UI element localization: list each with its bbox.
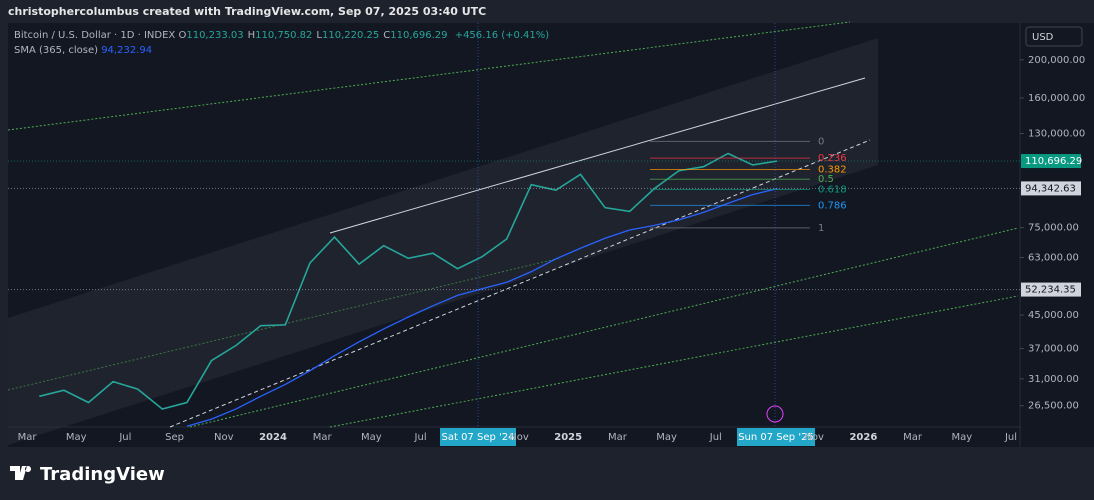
- price-label: 52,234.35: [1025, 285, 1076, 296]
- x-tick-label: Mar: [903, 432, 923, 443]
- x-tick-label: Jul: [414, 432, 427, 443]
- fib-label: 0: [818, 136, 824, 147]
- x-tick-label: Sep: [165, 432, 184, 443]
- ohlc-value: 110,750.82: [255, 30, 313, 41]
- symbol: Bitcoin / U.S. Dollar · 1D · INDEX: [14, 30, 176, 41]
- ohlc-key: H: [247, 30, 256, 41]
- currency: USD: [1032, 32, 1054, 43]
- x-tick-label: 2024: [259, 432, 287, 443]
- x-tick-label: Nov: [214, 432, 234, 443]
- y-tick-label: 45,000.00: [1028, 310, 1079, 321]
- x-tick-label: May: [361, 432, 382, 443]
- x-tick-label: Nov: [509, 432, 529, 443]
- y-tick-label: 160,000.00: [1028, 93, 1085, 104]
- brand: TradingView: [40, 464, 165, 485]
- logo: [10, 466, 32, 480]
- ohlc-key: O: [178, 30, 187, 41]
- ohlc-key: L: [316, 30, 322, 41]
- price-axis-bg: [1020, 23, 1094, 447]
- indicator-name: SMA (365, close): [14, 45, 98, 56]
- x-tick-label: Jul: [118, 432, 131, 443]
- series-line: [39, 152, 778, 410]
- x-tick-label: Mar: [313, 432, 333, 443]
- y-tick-label: 63,000.00: [1028, 253, 1079, 264]
- ohlc-value: 110,696.29: [390, 30, 448, 41]
- caption: christophercolumbus created with Trading…: [8, 5, 487, 18]
- trend-line: [189, 227, 1019, 428]
- change: +456.16 (+0.41%): [454, 30, 550, 41]
- price-label: 110,696.29: [1025, 156, 1082, 167]
- trend-line: [7, 257, 561, 391]
- ohlc-value: 110,233.03: [186, 30, 244, 41]
- crosshair-label: Sat 07 Sep '24: [442, 432, 515, 443]
- currency-button[interactable]: [1025, 26, 1083, 47]
- fib-label: 0.382: [818, 164, 847, 175]
- crosshair-label: Sun 07 Sep '25: [738, 432, 814, 443]
- trend-line: [7, 21, 851, 131]
- trend-line: [329, 77, 866, 234]
- x-tick-label: 2026: [849, 432, 877, 443]
- y-tick-label: 75,000.00: [1028, 223, 1079, 234]
- ohlc-key: C: [383, 30, 391, 41]
- trend-line: [169, 139, 871, 428]
- channel: [8, 38, 878, 445]
- y-tick-label: 37,000.00: [1028, 344, 1079, 355]
- x-tick-label: May: [66, 432, 87, 443]
- crosshair-label-bg: [440, 428, 516, 446]
- price-label-bg: [1021, 282, 1081, 297]
- fib-label: 0.618: [818, 185, 847, 196]
- price-label: 94,342.63: [1025, 183, 1076, 194]
- x-tick-label: Jul: [1004, 432, 1017, 443]
- trend-line: [329, 295, 1019, 428]
- y-tick-label: 31,000.00: [1028, 374, 1079, 385]
- fib-label: 0.236: [818, 153, 847, 164]
- fib-label: 1: [818, 223, 824, 234]
- x-tick-label: Nov: [804, 432, 824, 443]
- x-tick-label: Mar: [18, 432, 38, 443]
- crosshair-label-bg: [737, 428, 815, 446]
- legend: Bitcoin / U.S. Dollar · 1D · INDEX O110,…: [14, 30, 549, 41]
- fib-label: 0.786: [818, 200, 847, 211]
- x-tick-label: 2025: [554, 432, 582, 443]
- x-tick-label: Jul: [709, 432, 722, 443]
- price-label-bg: [1021, 154, 1081, 169]
- x-tick-label: Mar: [608, 432, 628, 443]
- x-tick-label: May: [656, 432, 677, 443]
- fib-label: 0.5: [818, 174, 834, 185]
- ohlc: O110,233.03 H110,750.82 L110,220.25 C110,69…: [178, 30, 451, 41]
- ohlc-value: 110,220.25: [321, 30, 380, 41]
- y-tick-label: 200,000.00: [1028, 55, 1085, 66]
- indicator-value: 94,232.94: [101, 45, 153, 56]
- event-icon[interactable]: [766, 405, 784, 423]
- price-label-bg: [1021, 181, 1081, 196]
- y-tick-label: 26,500.00: [1028, 401, 1079, 412]
- x-tick-label: May: [951, 432, 972, 443]
- indicator-legend: SMA (365, close) 94,232.94: [14, 45, 152, 56]
- series-line: [186, 187, 778, 427]
- y-tick-label: 130,000.00: [1028, 129, 1085, 140]
